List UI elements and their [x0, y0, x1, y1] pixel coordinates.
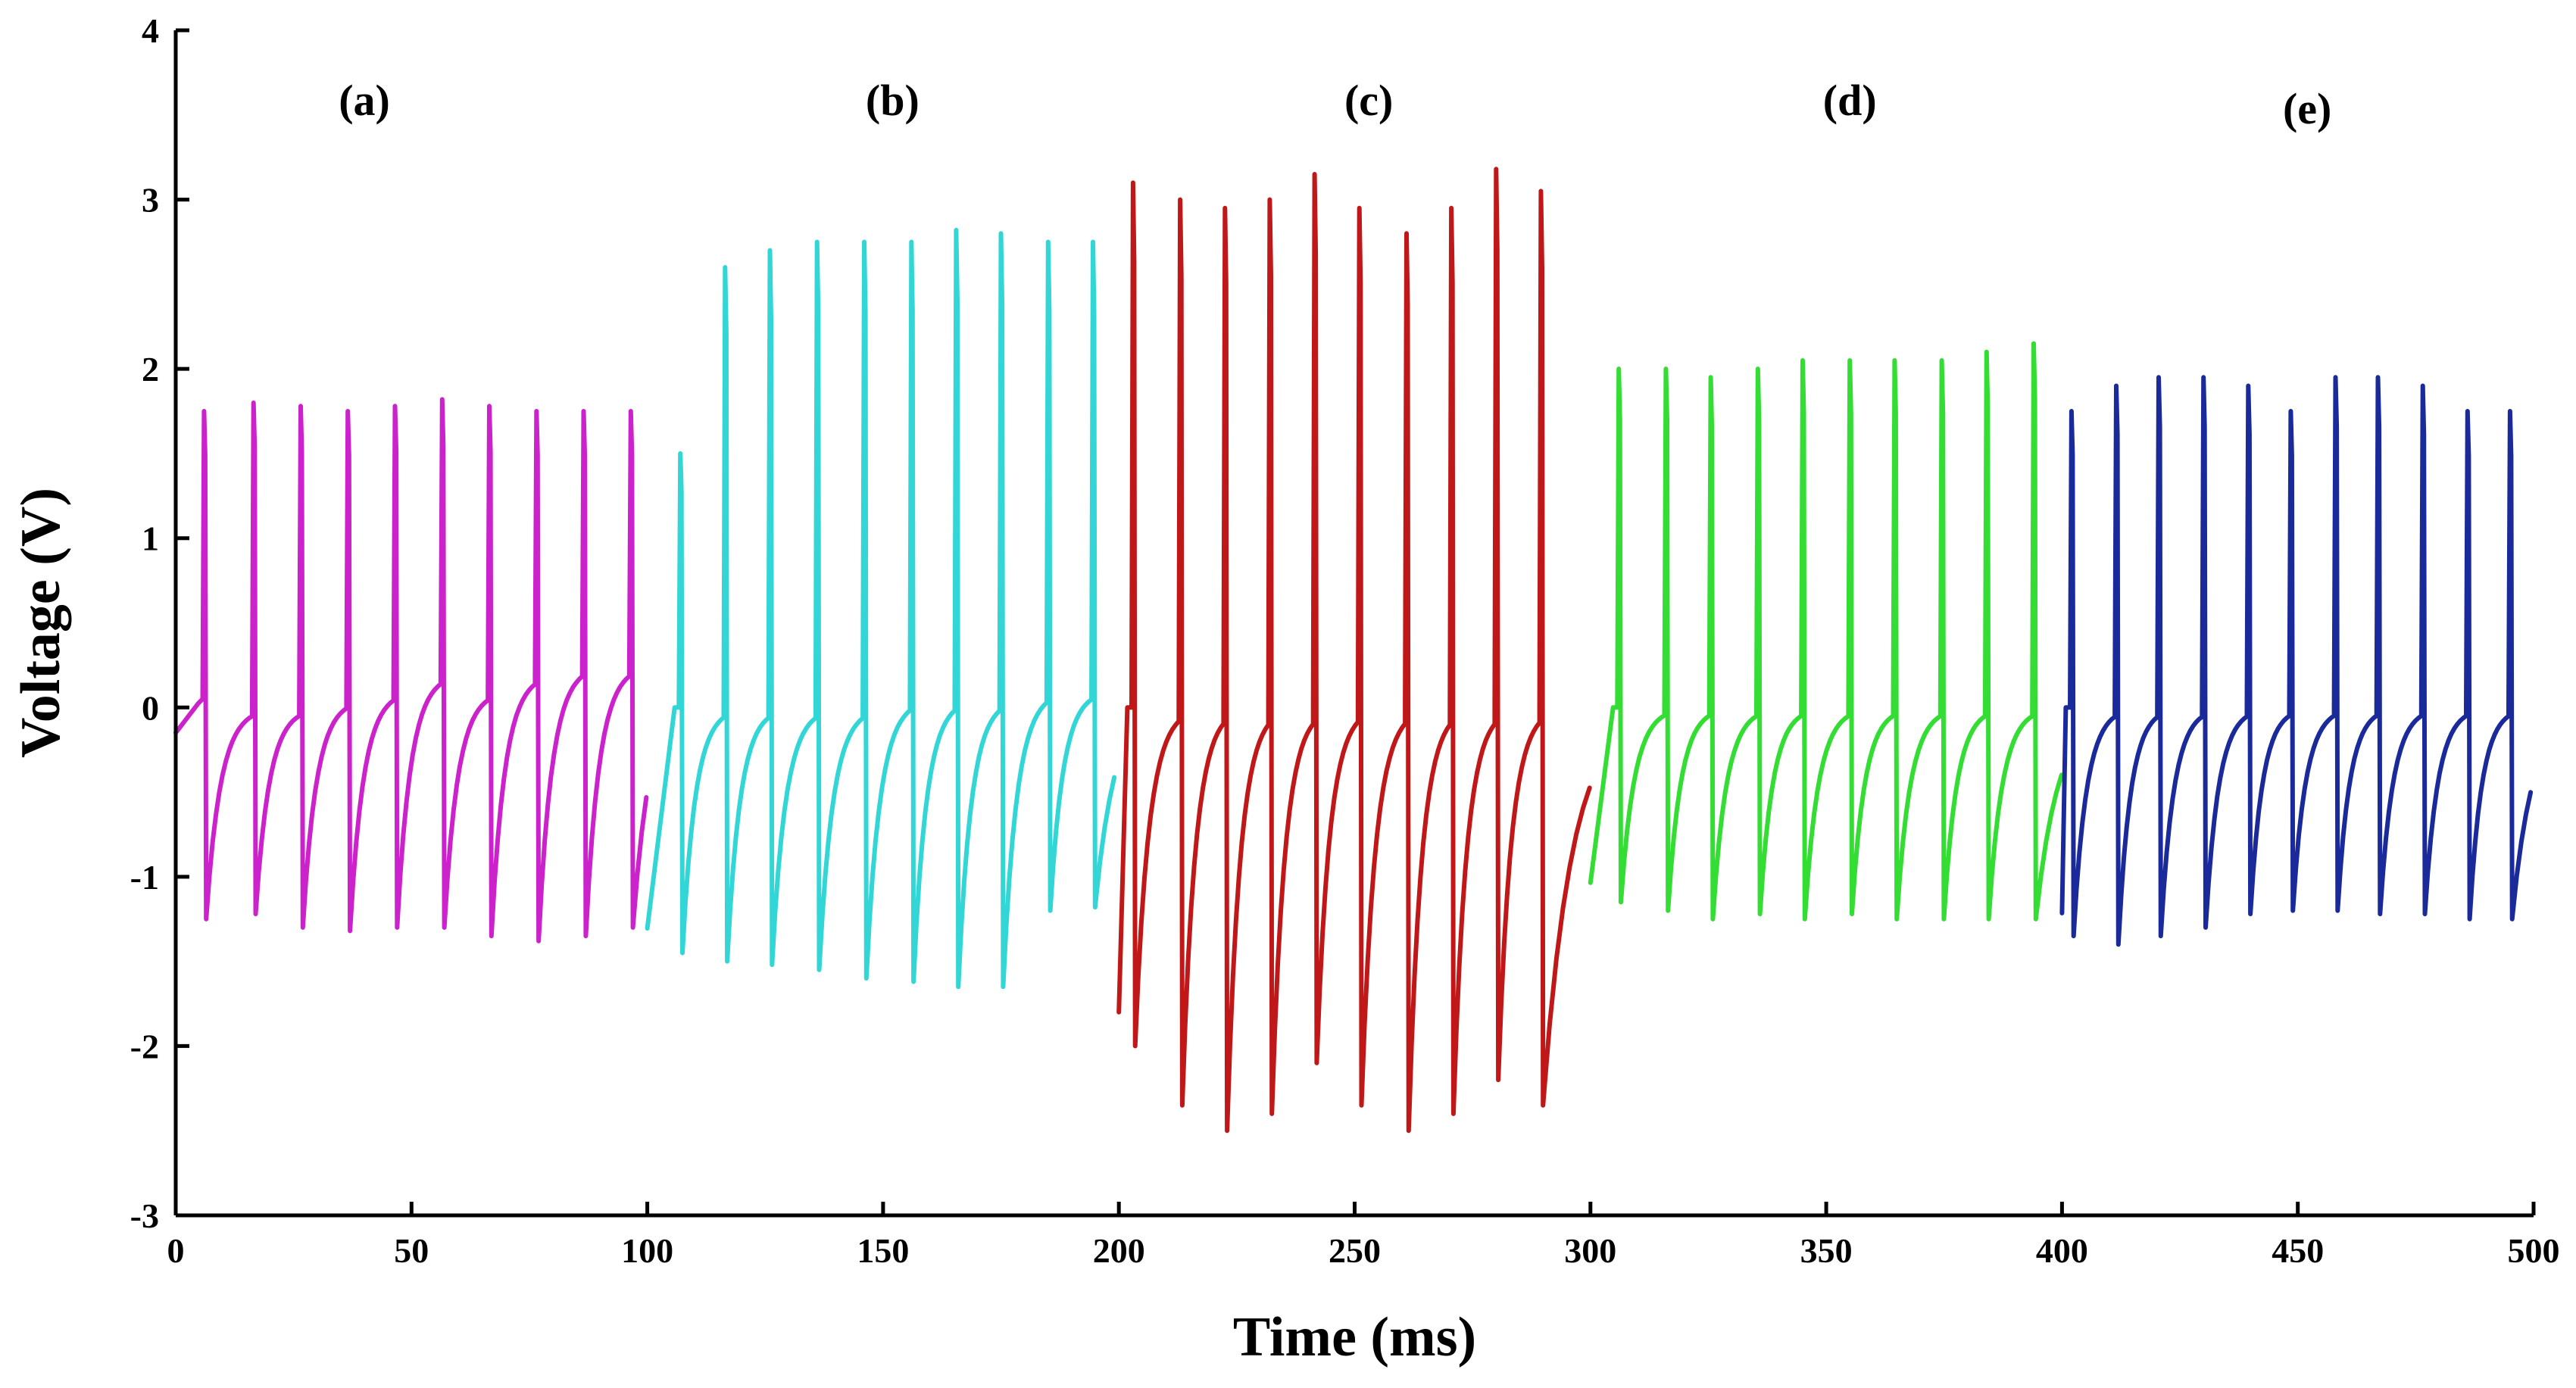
panel-label-d: (d)	[1823, 76, 1877, 125]
panel-label-a: (a)	[339, 76, 390, 125]
x-tick-label: 250	[1329, 1231, 1381, 1270]
panel-label-c: (c)	[1344, 76, 1393, 125]
x-tick-label: 200	[1093, 1231, 1145, 1270]
x-tick-label: 350	[1800, 1231, 1853, 1270]
series-e-line	[2059, 375, 2534, 947]
x-tick-label: 300	[1564, 1231, 1616, 1270]
x-tick-label: 450	[2272, 1231, 2324, 1270]
series-c-line	[1116, 167, 1592, 1134]
y-tick-label: -1	[130, 858, 159, 897]
series-d-line	[1588, 341, 2064, 922]
panel-label-b: (b)	[866, 76, 920, 125]
y-axis-title: Voltage (V)	[10, 488, 72, 758]
ticks-layer: 0 50 100 150 200 250 300 350 400 450 500 -3 -2 -1 0 1 2 3…	[130, 11, 2560, 1270]
x-tick-label: 400	[2036, 1231, 2088, 1270]
axes-layer	[173, 30, 2534, 1218]
y-tick-label: 0	[142, 688, 159, 727]
y-tick-label: 4	[142, 11, 159, 50]
x-tick-label: 100	[621, 1231, 673, 1270]
annotations-layer: (a) (b) (c) (d) (e)	[339, 76, 2331, 133]
y-tick-label: 3	[142, 181, 159, 220]
series-layer	[173, 167, 2534, 1134]
x-tick-label: 500	[2508, 1231, 2560, 1270]
x-tick-label: 50	[394, 1231, 429, 1270]
y-tick-label: -2	[130, 1027, 159, 1065]
y-tick-label: 2	[142, 350, 159, 388]
x-axis-title: Time (ms)	[1233, 1306, 1476, 1368]
series-b-line	[645, 227, 1117, 990]
panel-label-e: (e)	[2283, 84, 2331, 133]
y-tick-label: -3	[130, 1196, 159, 1235]
y-tick-label: 1	[142, 519, 159, 558]
x-tick-label: 0	[167, 1231, 185, 1270]
series-a-line	[173, 397, 649, 944]
x-tick-label: 150	[857, 1231, 909, 1270]
